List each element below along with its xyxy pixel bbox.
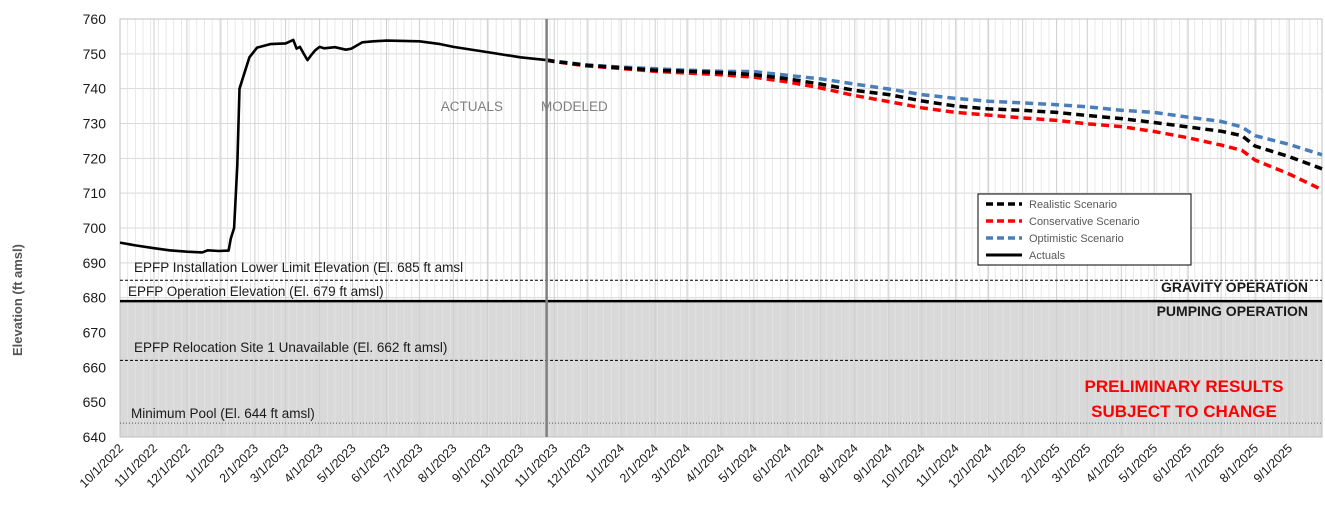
y-axis-title: Elevation (ft amsl) — [10, 244, 25, 356]
series-line-optimistic-scenario — [546, 58, 1323, 157]
reference-lines-layer — [120, 279, 1322, 424]
y-tick-label: 750 — [83, 46, 107, 62]
pumping-operation-label: PUMPING OPERATION — [1157, 303, 1308, 319]
x-axis: 10/1/202211/1/202212/1/20221/1/20232/1/2… — [77, 441, 1295, 490]
y-tick-label: 670 — [83, 325, 107, 341]
ref-label-662: EPFP Relocation Site 1 Unavailable (El. … — [134, 340, 447, 355]
y-tick-label: 720 — [83, 150, 107, 166]
legend-label-actuals: Actuals — [1029, 250, 1066, 262]
y-tick-label: 680 — [83, 290, 107, 306]
gravity-operation-label: GRAVITY OPERATION — [1161, 279, 1308, 295]
divider-right-label: MODELED — [541, 99, 608, 114]
y-tick-label: 690 — [83, 255, 107, 271]
y-tick-label: 640 — [83, 429, 107, 445]
series-layer — [119, 38, 1323, 254]
y-tick-label: 740 — [83, 81, 107, 97]
preliminary-note-line-2: SUBJECT TO CHANGE — [1091, 402, 1277, 421]
y-tick-label: 660 — [83, 359, 107, 375]
legend-box — [977, 193, 1192, 266]
divider-left-label: ACTUALS — [441, 99, 503, 114]
y-axis: 640 650 660 670 680 690 700 710 720 730 740 750 760 — [83, 11, 107, 445]
series-line-conservative-scenario — [546, 58, 1323, 192]
ref-label-685: EPFP Installation Lower Limit Elevation … — [134, 260, 463, 275]
plot-frame — [119, 18, 1323, 438]
legend-label-conservative: Conservative Scenario — [1029, 216, 1140, 228]
y-tick-label: 650 — [83, 394, 107, 410]
y-tick-label: 710 — [83, 185, 107, 201]
series-line-actuals — [119, 38, 547, 254]
series-line-realistic-scenario — [546, 58, 1323, 171]
ref-label-679: EPFP Operation Elevation (El. 679 ft ams… — [128, 284, 384, 299]
y-tick-label: 700 — [83, 220, 107, 236]
legend-label-optimistic: Optimistic Scenario — [1029, 233, 1124, 245]
ref-label-644: Minimum Pool (El. 644 ft amsl) — [131, 406, 315, 421]
legend-label-realistic: Realistic Scenario — [1029, 199, 1117, 211]
y-tick-label: 760 — [83, 11, 107, 27]
y-tick-label: 730 — [83, 116, 107, 132]
legend: Realistic Scenario Conservative Scenario… — [977, 193, 1192, 266]
preliminary-note-line-1: PRELIMINARY RESULTS — [1085, 377, 1284, 396]
